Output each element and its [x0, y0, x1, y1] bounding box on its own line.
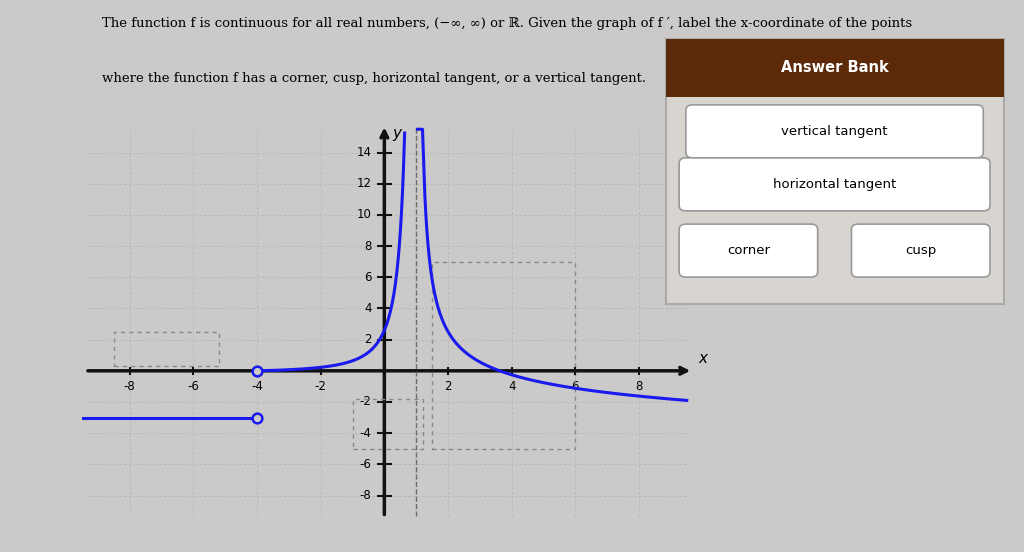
FancyBboxPatch shape	[666, 39, 1004, 97]
Text: horizontal tangent: horizontal tangent	[773, 178, 896, 191]
Text: 4: 4	[508, 380, 515, 393]
Text: x: x	[698, 351, 707, 366]
Text: 4: 4	[365, 302, 372, 315]
Text: -8: -8	[359, 489, 372, 502]
FancyBboxPatch shape	[686, 105, 983, 158]
FancyBboxPatch shape	[679, 224, 817, 277]
Text: -6: -6	[187, 380, 200, 393]
Text: -6: -6	[359, 458, 372, 471]
Bar	[432, 262, 575, 449]
Text: -8: -8	[124, 380, 135, 393]
FancyBboxPatch shape	[852, 224, 990, 277]
Text: where the function f has a corner, cusp, horizontal tangent, or a vertical tange: where the function f has a corner, cusp,…	[102, 72, 646, 85]
Text: 8: 8	[365, 240, 372, 253]
Text: -4: -4	[251, 380, 263, 393]
Text: y: y	[392, 126, 401, 141]
Text: cusp: cusp	[905, 244, 936, 257]
Text: 2: 2	[444, 380, 452, 393]
Text: 8: 8	[635, 380, 643, 393]
FancyBboxPatch shape	[679, 158, 990, 211]
Text: 6: 6	[365, 271, 372, 284]
Text: Answer Bank: Answer Bank	[780, 60, 889, 75]
Text: vertical tangent: vertical tangent	[781, 125, 888, 138]
Text: 10: 10	[356, 209, 372, 221]
Bar	[352, 399, 423, 449]
Text: -2: -2	[359, 395, 372, 408]
Text: 12: 12	[356, 177, 372, 190]
Text: 14: 14	[356, 146, 372, 159]
Text: -2: -2	[314, 380, 327, 393]
Text: 2: 2	[365, 333, 372, 346]
Text: -4: -4	[359, 427, 372, 439]
Text: 6: 6	[571, 380, 580, 393]
Text: corner: corner	[727, 244, 770, 257]
Text: The function f is continuous for all real numbers, (−∞, ∞) or ℝ. Given the graph: The function f is continuous for all rea…	[102, 17, 912, 30]
Bar	[114, 332, 219, 366]
